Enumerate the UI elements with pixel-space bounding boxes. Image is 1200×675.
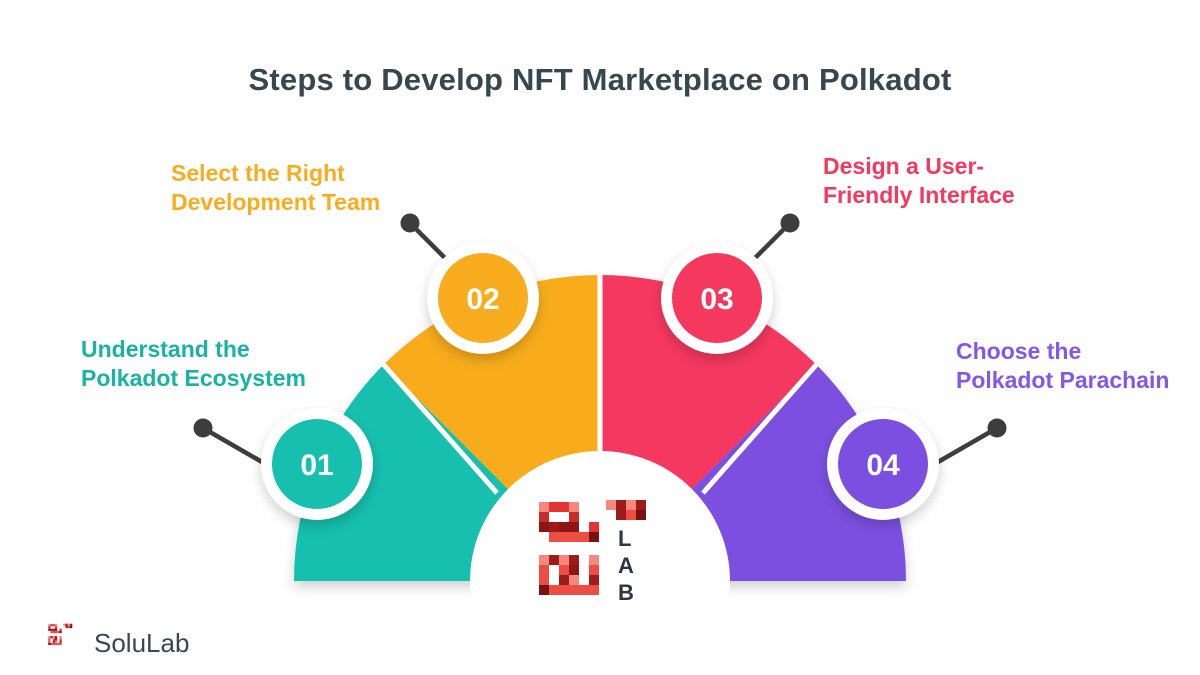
svg-text:01: 01 xyxy=(300,449,333,482)
svg-text:A: A xyxy=(618,553,634,578)
svg-text:04: 04 xyxy=(866,449,900,482)
svg-text:B: B xyxy=(618,580,634,605)
svg-text:SoluLab: SoluLab xyxy=(94,628,189,658)
svg-text:03: 03 xyxy=(700,283,733,316)
svg-text:L: L xyxy=(618,526,631,551)
svg-text:02: 02 xyxy=(466,283,499,316)
